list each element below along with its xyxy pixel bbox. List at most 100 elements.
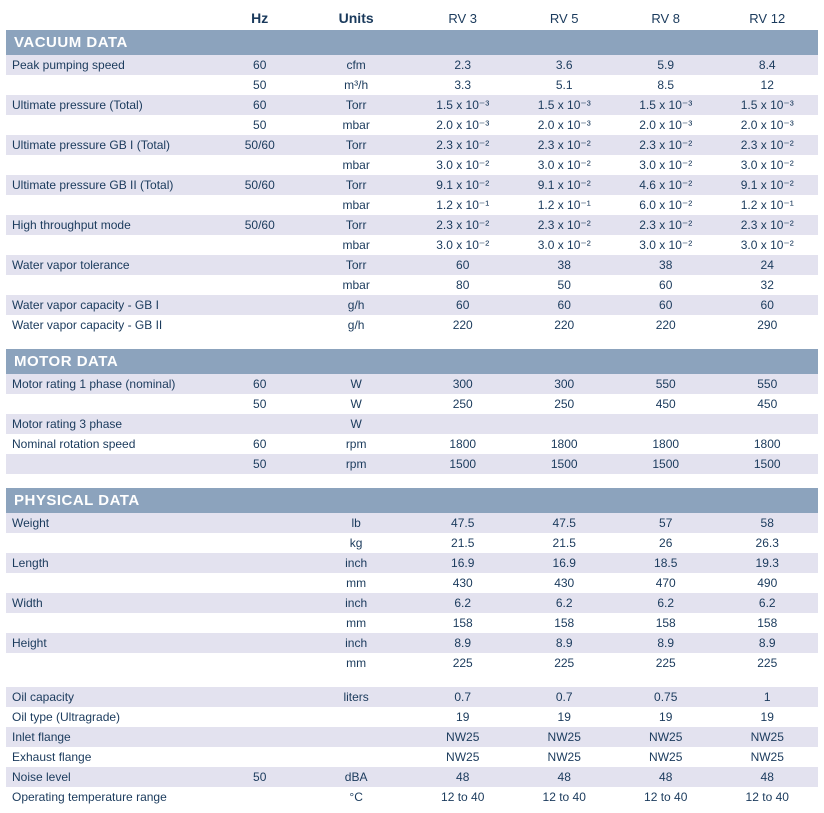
row-val-2: 19 bbox=[615, 707, 717, 727]
row-hz bbox=[219, 295, 300, 315]
row-unit: g/h bbox=[300, 295, 412, 315]
row-val-2: 6.2 bbox=[615, 593, 717, 613]
table-row: Ultimate pressure GB II (Total)50/60Torr… bbox=[6, 175, 818, 195]
row-val-0: 1500 bbox=[412, 454, 514, 474]
row-label: Ultimate pressure GB II (Total) bbox=[6, 175, 219, 195]
table-row: Motor rating 3 phaseW bbox=[6, 414, 818, 434]
row-label bbox=[6, 613, 219, 633]
row-val-2: 12 to 40 bbox=[615, 787, 717, 807]
row-val-2: 26 bbox=[615, 533, 717, 553]
row-val-0: 250 bbox=[412, 394, 514, 414]
row-label: Water vapor capacity - GB II bbox=[6, 315, 219, 335]
table-row: Oil type (Ultragrade)19191919 bbox=[6, 707, 818, 727]
row-val-2: 470 bbox=[615, 573, 717, 593]
row-label bbox=[6, 155, 219, 175]
row-hz bbox=[219, 414, 300, 434]
row-hz: 60 bbox=[219, 55, 300, 75]
row-val-2: 8.9 bbox=[615, 633, 717, 653]
row-label bbox=[6, 653, 219, 673]
row-val-0: NW25 bbox=[412, 747, 514, 767]
row-val-0: 300 bbox=[412, 374, 514, 394]
row-hz: 60 bbox=[219, 434, 300, 454]
row-val-2: 1500 bbox=[615, 454, 717, 474]
row-val-3: 32 bbox=[716, 275, 818, 295]
row-hz: 50/60 bbox=[219, 175, 300, 195]
row-label bbox=[6, 195, 219, 215]
row-unit: Torr bbox=[300, 175, 412, 195]
col-model-1: RV 5 bbox=[513, 6, 615, 30]
section-header: VACUUM DATA bbox=[6, 30, 818, 55]
row-val-1: 250 bbox=[513, 394, 615, 414]
row-val-2: 550 bbox=[615, 374, 717, 394]
section-title: MOTOR DATA bbox=[6, 349, 818, 374]
row-unit: inch bbox=[300, 553, 412, 573]
table-row: mbar3.0 x 10⁻²3.0 x 10⁻²3.0 x 10⁻²3.0 x … bbox=[6, 155, 818, 175]
row-val-3: 58 bbox=[716, 513, 818, 533]
row-unit: mbar bbox=[300, 275, 412, 295]
row-label: Noise level bbox=[6, 767, 219, 787]
row-label: Operating temperature range bbox=[6, 787, 219, 807]
row-hz bbox=[219, 707, 300, 727]
row-hz: 50 bbox=[219, 767, 300, 787]
row-val-3: 450 bbox=[716, 394, 818, 414]
row-val-2: 60 bbox=[615, 295, 717, 315]
table-row: 50m³/h3.35.18.512 bbox=[6, 75, 818, 95]
section-spacer bbox=[6, 335, 818, 349]
table-row: mm430430470490 bbox=[6, 573, 818, 593]
table-row: Inlet flangeNW25NW25NW25NW25 bbox=[6, 727, 818, 747]
row-unit: Torr bbox=[300, 95, 412, 115]
row-val-0: 12 to 40 bbox=[412, 787, 514, 807]
table-row: High throughput mode50/60Torr2.3 x 10⁻²2… bbox=[6, 215, 818, 235]
row-label: Ultimate pressure (Total) bbox=[6, 95, 219, 115]
row-unit: inch bbox=[300, 633, 412, 653]
table-row: Lengthinch16.916.918.519.3 bbox=[6, 553, 818, 573]
row-val-1: 21.5 bbox=[513, 533, 615, 553]
row-unit: mm bbox=[300, 613, 412, 633]
row-label: Oil capacity bbox=[6, 687, 219, 707]
spec-table: Hz Units RV 3 RV 5 RV 8 RV 12 VACUUM DAT… bbox=[6, 6, 818, 807]
table-row: kg21.521.52626.3 bbox=[6, 533, 818, 553]
table-row: Ultimate pressure (Total)60Torr1.5 x 10⁻… bbox=[6, 95, 818, 115]
row-val-0 bbox=[412, 414, 514, 434]
row-hz: 50/60 bbox=[219, 135, 300, 155]
table-row: Exhaust flangeNW25NW25NW25NW25 bbox=[6, 747, 818, 767]
row-label: Width bbox=[6, 593, 219, 613]
row-val-1: 9.1 x 10⁻² bbox=[513, 175, 615, 195]
col-model-3: RV 12 bbox=[716, 6, 818, 30]
row-val-0: 430 bbox=[412, 573, 514, 593]
row-label: Oil type (Ultragrade) bbox=[6, 707, 219, 727]
row-unit: Torr bbox=[300, 215, 412, 235]
row-val-3: 12 to 40 bbox=[716, 787, 818, 807]
row-label: Motor rating 1 phase (nominal) bbox=[6, 374, 219, 394]
row-val-0: NW25 bbox=[412, 727, 514, 747]
row-val-3: 290 bbox=[716, 315, 818, 335]
row-val-0: 3.0 x 10⁻² bbox=[412, 155, 514, 175]
row-val-3: 6.2 bbox=[716, 593, 818, 613]
row-hz bbox=[219, 727, 300, 747]
section-title: PHYSICAL DATA bbox=[6, 488, 818, 513]
row-val-0: 3.0 x 10⁻² bbox=[412, 235, 514, 255]
row-label: Exhaust flange bbox=[6, 747, 219, 767]
row-val-0: 225 bbox=[412, 653, 514, 673]
row-val-0: 158 bbox=[412, 613, 514, 633]
row-unit: W bbox=[300, 394, 412, 414]
row-val-2: 6.0 x 10⁻² bbox=[615, 195, 717, 215]
row-label: Length bbox=[6, 553, 219, 573]
row-val-3: 2.0 x 10⁻³ bbox=[716, 115, 818, 135]
row-val-2: 38 bbox=[615, 255, 717, 275]
row-unit: W bbox=[300, 414, 412, 434]
row-val-2: 450 bbox=[615, 394, 717, 414]
row-unit: cfm bbox=[300, 55, 412, 75]
col-units: Units bbox=[300, 6, 412, 30]
table-row: mm225225225225 bbox=[6, 653, 818, 673]
row-val-3: NW25 bbox=[716, 747, 818, 767]
row-val-1: 3.0 x 10⁻² bbox=[513, 155, 615, 175]
row-val-1: 47.5 bbox=[513, 513, 615, 533]
row-unit: °C bbox=[300, 787, 412, 807]
row-val-2: 18.5 bbox=[615, 553, 717, 573]
row-unit: mm bbox=[300, 573, 412, 593]
table-row: Heightinch8.98.98.98.9 bbox=[6, 633, 818, 653]
row-unit bbox=[300, 707, 412, 727]
table-row: Oil capacityliters0.70.70.751 bbox=[6, 687, 818, 707]
row-label bbox=[6, 75, 219, 95]
